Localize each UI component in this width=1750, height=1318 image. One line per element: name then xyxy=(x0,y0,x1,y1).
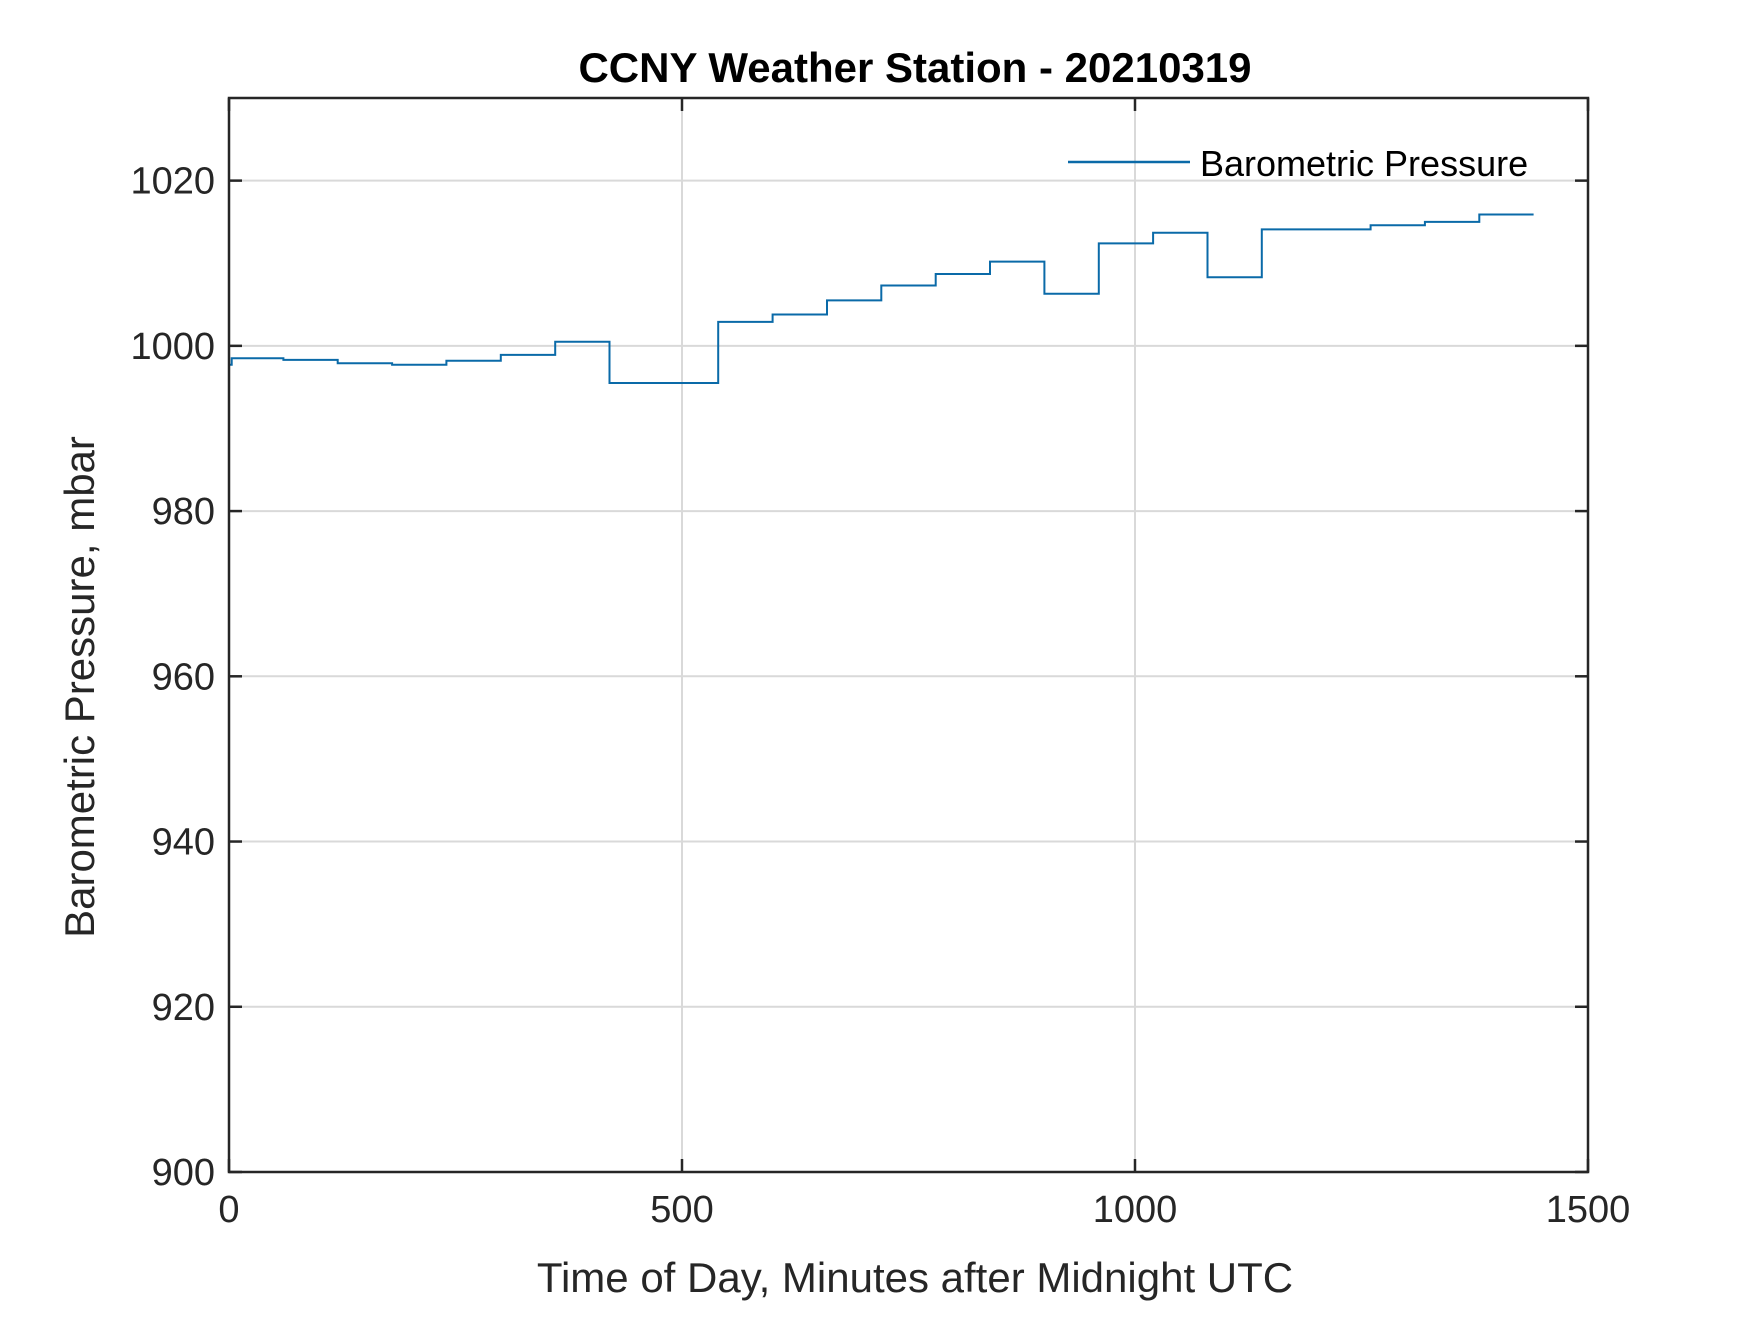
y-tick-label: 940 xyxy=(152,822,215,864)
tick-labels: 0 500 1000 1500 900 920 940 960 980 1000 1020 xyxy=(130,161,1630,1231)
x-axis-label: Time of Day, Minutes after Midnight UTC xyxy=(537,1254,1293,1301)
series-layer xyxy=(229,213,1534,384)
legend-label: Barometric Pressure xyxy=(1200,143,1528,184)
x-tick-label: 1500 xyxy=(1546,1189,1631,1231)
y-tick-label: 920 xyxy=(152,987,215,1029)
x-tick-label: 500 xyxy=(650,1189,713,1231)
x-tick-label: 0 xyxy=(218,1189,239,1231)
y-tick-label: 1000 xyxy=(130,326,215,368)
grid-lines xyxy=(229,98,1588,1172)
axes-frame xyxy=(227,96,1590,1174)
y-tick-label: 980 xyxy=(152,491,215,533)
x-tick-label: 1000 xyxy=(1093,1189,1178,1231)
y-tick-label: 1020 xyxy=(130,161,215,203)
y-tick-label: 960 xyxy=(152,656,215,698)
chart-title: CCNY Weather Station - 20210319 xyxy=(578,44,1251,91)
tick-marks xyxy=(227,98,1590,1174)
legend: Barometric Pressure xyxy=(1068,143,1528,184)
y-axis-label: Barometric Pressure, mbar xyxy=(56,436,103,938)
series-line-barometric-pressure xyxy=(229,213,1534,384)
y-tick-label: 900 xyxy=(152,1152,215,1194)
